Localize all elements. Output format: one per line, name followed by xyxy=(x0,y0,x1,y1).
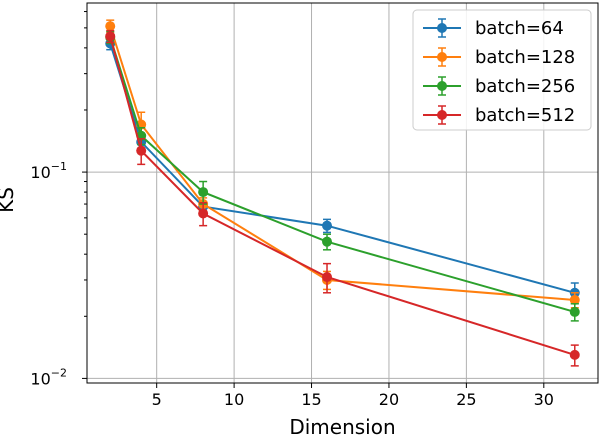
data-point xyxy=(105,31,116,42)
data-point xyxy=(105,21,116,32)
grid xyxy=(87,3,598,383)
data-point xyxy=(322,220,333,231)
legend-label: batch=512 xyxy=(475,105,575,126)
data-point xyxy=(569,349,580,360)
data-point xyxy=(198,187,209,198)
y-tick-exponent: −1 xyxy=(51,160,67,173)
legend-label: batch=64 xyxy=(475,18,564,39)
legend-label: batch=256 xyxy=(475,76,575,97)
series-batch=512 xyxy=(105,29,580,367)
data-point xyxy=(569,294,580,305)
legend: batch=64 batch=128 batch=256 batch=512 xyxy=(412,9,592,131)
data-point xyxy=(322,272,333,283)
data-point xyxy=(198,208,209,219)
plot-frame xyxy=(86,2,599,384)
x-tick-label: 15 xyxy=(301,390,321,409)
legend-marker xyxy=(437,81,447,91)
x-tick-label: 5 xyxy=(152,390,162,409)
x-tick-label: 30 xyxy=(534,390,554,409)
series-layer xyxy=(105,19,580,367)
y-tick-exponent: −2 xyxy=(51,366,67,379)
legend-item: batch=64 xyxy=(423,18,564,39)
data-point xyxy=(136,145,147,156)
legend-item: batch=128 xyxy=(423,47,575,68)
legend-item: batch=256 xyxy=(423,76,575,97)
legend-marker xyxy=(437,52,447,62)
data-point xyxy=(322,236,333,247)
y-tick-label: 10−2 xyxy=(30,366,67,388)
y-tick-label: 10−1 xyxy=(30,160,67,182)
x-tick-label: 10 xyxy=(224,390,244,409)
y-axis-label: KS xyxy=(0,187,18,213)
x-axis-label: Dimension xyxy=(289,415,395,439)
legend-item: batch=512 xyxy=(423,105,575,126)
legend-box xyxy=(412,9,592,131)
y-tick-base: 10 xyxy=(30,369,50,388)
legend-label: batch=128 xyxy=(475,47,575,68)
x-tick-label: 25 xyxy=(456,390,476,409)
data-point xyxy=(569,306,580,317)
y-tick-base: 10 xyxy=(30,163,50,182)
legend-marker xyxy=(437,110,447,120)
legend-marker xyxy=(437,23,447,33)
x-tick-label: 20 xyxy=(379,390,399,409)
